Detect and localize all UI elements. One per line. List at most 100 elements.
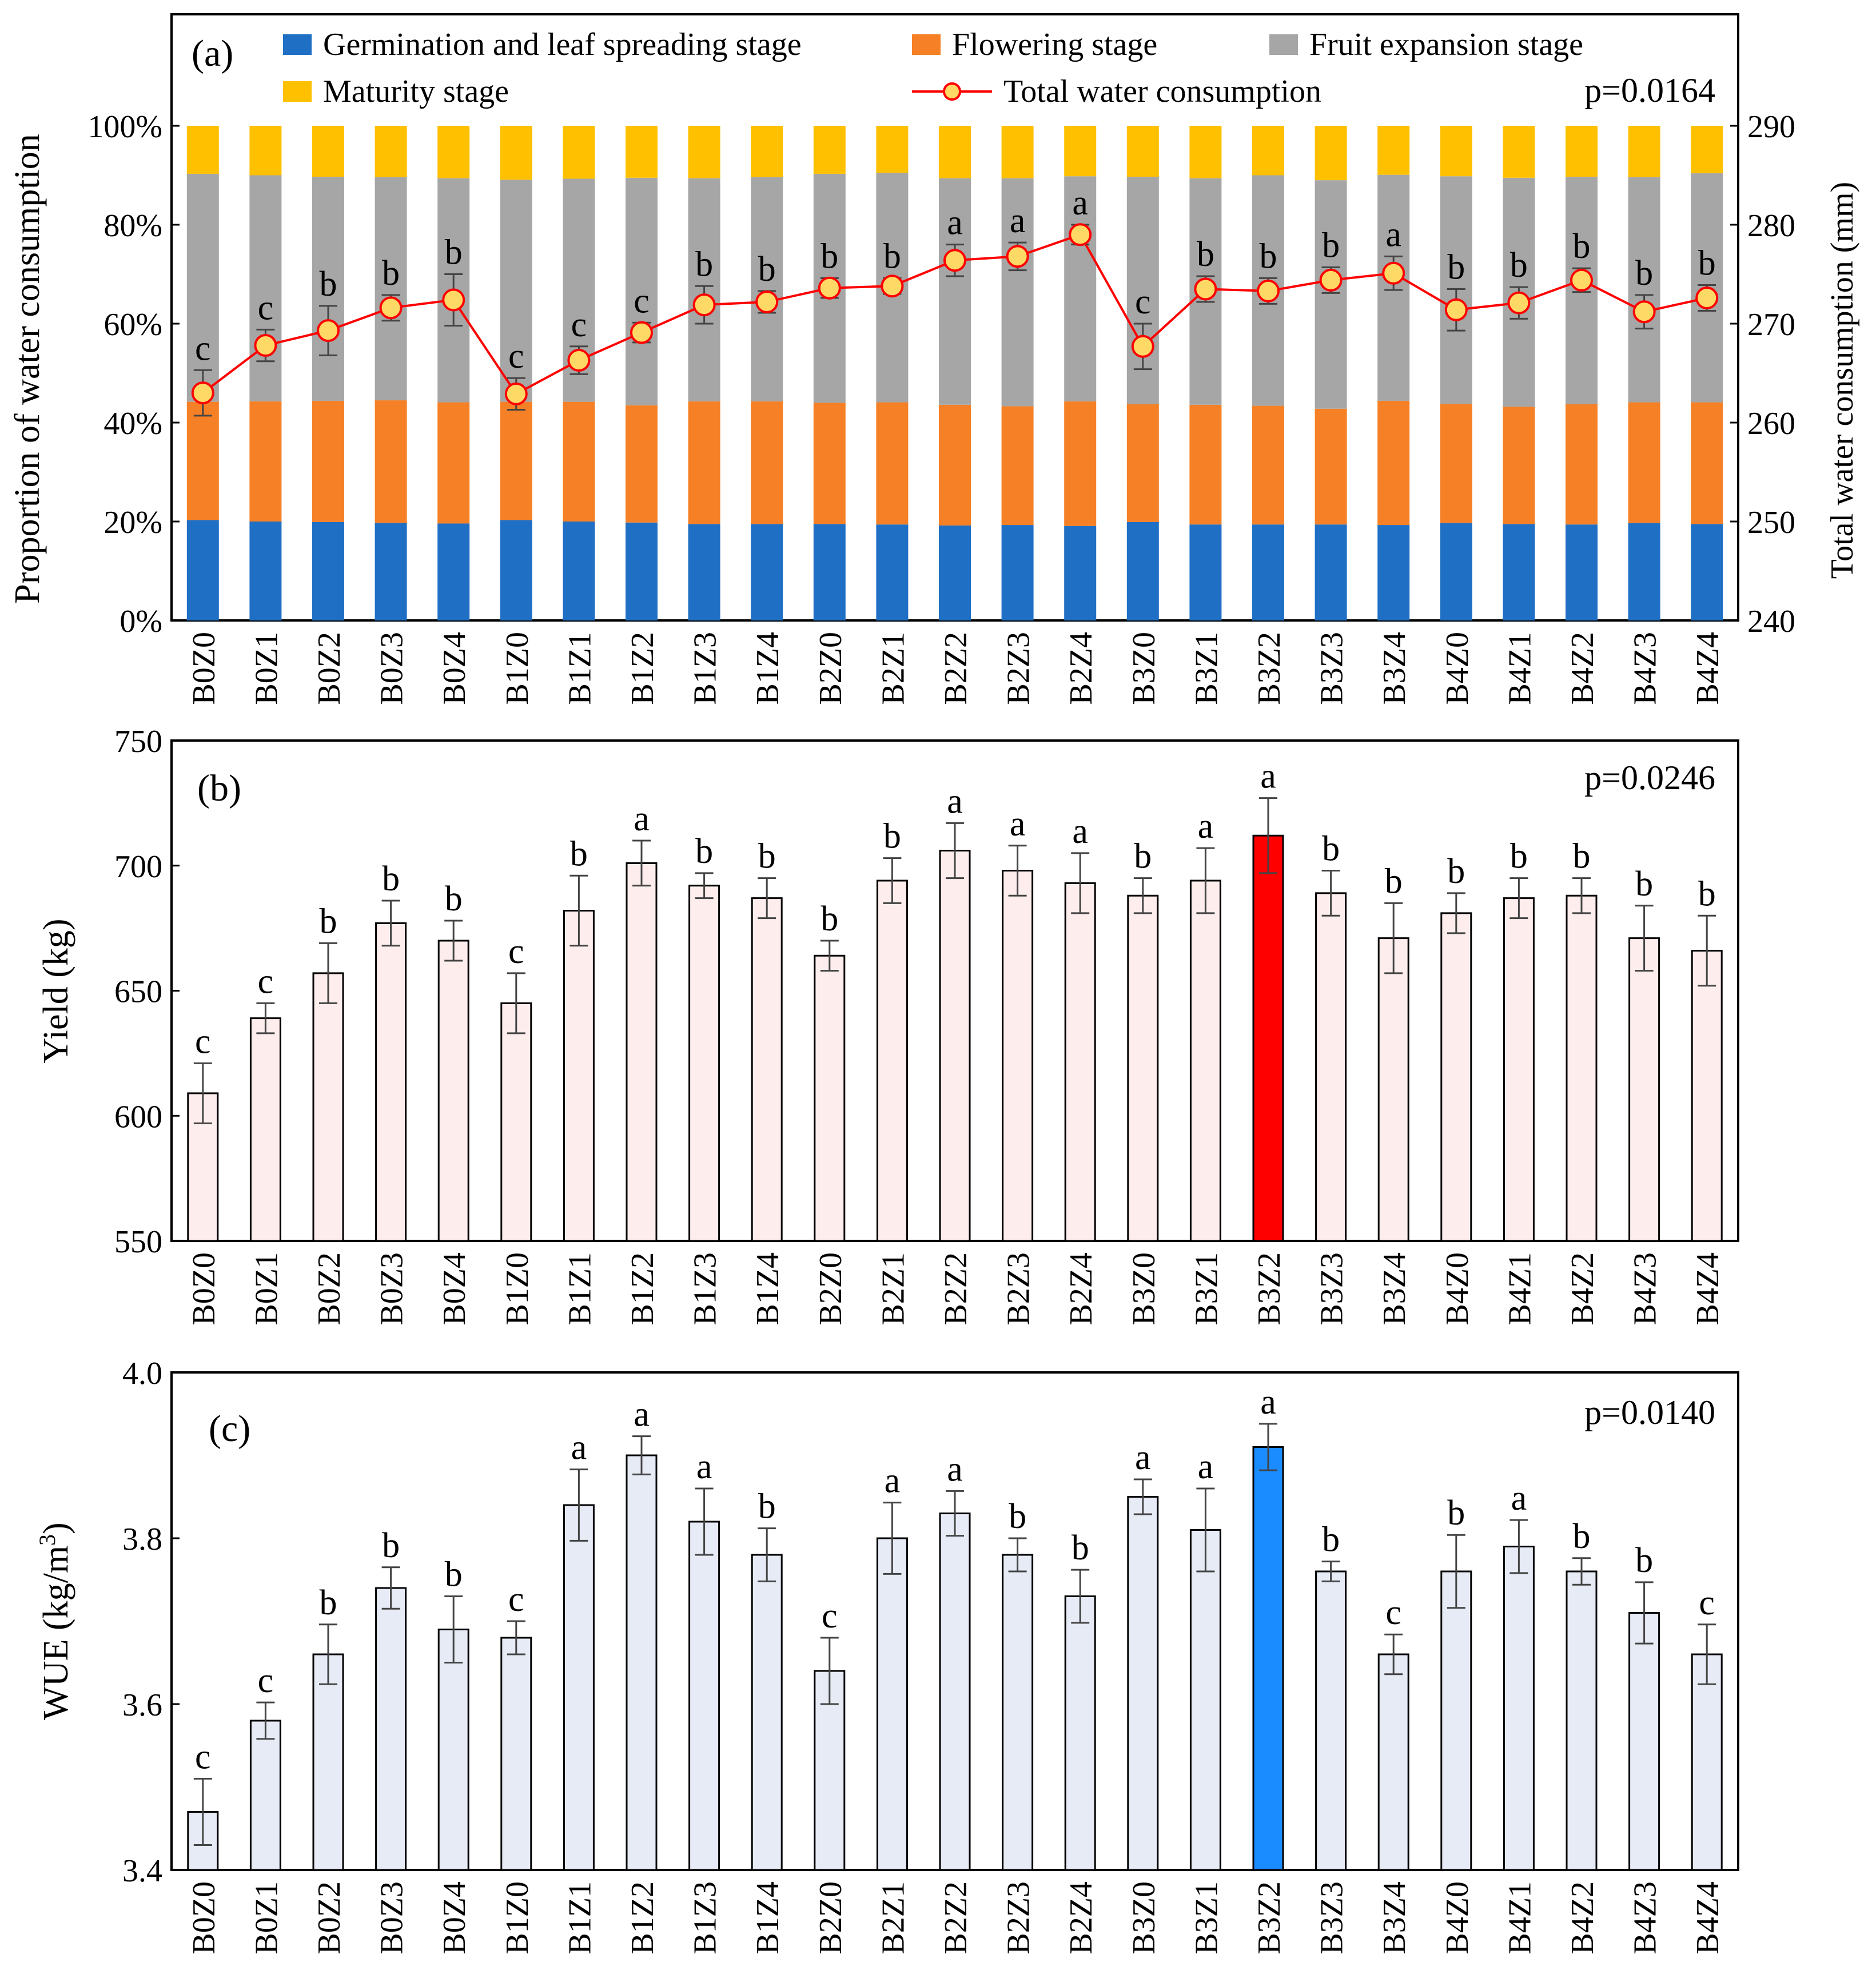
- x-tick-label: B4Z3: [1628, 1252, 1663, 1326]
- stack-segment: [1001, 178, 1034, 407]
- x-tick-label: B4Z3: [1628, 1881, 1663, 1955]
- bar: [939, 1513, 971, 1871]
- significance-letter: b: [445, 879, 463, 918]
- x-tick-label: B2Z1: [875, 1252, 911, 1326]
- x-tick-label: B3Z3: [1315, 1881, 1350, 1955]
- total-water-point: [1319, 268, 1343, 292]
- stack-segment: [939, 126, 971, 178]
- panel-a-label: (a): [192, 33, 233, 74]
- bar: [1189, 1529, 1221, 1871]
- x-tick-label: B1Z4: [750, 1881, 786, 1955]
- significance-letter: b: [1573, 1517, 1591, 1556]
- stack-segment: [1503, 126, 1535, 178]
- stack-segment: [563, 126, 595, 179]
- panel-c-y-axis-title-sup: 3: [34, 1534, 60, 1546]
- significance-letter: b: [1447, 248, 1465, 286]
- y-tick-label: 260: [1747, 406, 1795, 441]
- panel-a-total-line: c c b b b c c c b b b b a a a c b b b a b b b b b: [191, 184, 1719, 417]
- stack-segment: [1377, 525, 1410, 620]
- significance-letter: a: [1260, 757, 1276, 796]
- x-tick-label: B1Z3: [688, 1881, 723, 1955]
- significance-letter: b: [1698, 244, 1716, 283]
- significance-letter: c: [508, 337, 524, 376]
- y-tick-label: 550: [114, 1224, 162, 1260]
- stack-segment: [1189, 404, 1222, 525]
- x-tick-label: B4Z1: [1502, 1881, 1538, 1955]
- significance-letter: c: [508, 1580, 524, 1619]
- total-water-point: [818, 276, 841, 300]
- stack-segment: [186, 173, 219, 402]
- stack-segment: [375, 177, 407, 401]
- x-tick-label: B3Z3: [1315, 1252, 1350, 1326]
- y-tick-label: 100%: [87, 109, 162, 145]
- bar: [1315, 892, 1347, 1242]
- x-tick-label: B0Z2: [312, 1881, 347, 1955]
- stack-segment: [751, 401, 783, 524]
- x-tick-label: B3Z1: [1189, 1252, 1224, 1326]
- stack-segment: [1691, 402, 1723, 524]
- significance-letter: b: [320, 265, 337, 304]
- bar: [876, 1537, 908, 1871]
- stack-segment: [1377, 126, 1410, 175]
- panel-c-label: (c): [209, 1408, 250, 1450]
- panel-b-p-value: p=0.0246: [1584, 759, 1715, 797]
- significance-letter: c: [571, 305, 587, 344]
- significance-letter: b: [758, 250, 776, 289]
- y-tick-label: 250: [1747, 505, 1795, 540]
- stack-segment: [1252, 524, 1284, 620]
- bar: [1503, 1546, 1535, 1871]
- stack-segment: [1377, 400, 1410, 526]
- legend-label-fruit-expansion: Fruit expansion stage: [1309, 27, 1583, 62]
- significance-letter: c: [1699, 1583, 1715, 1622]
- stack-segment: [1440, 126, 1472, 177]
- y-tick-label: 4.0: [122, 1356, 162, 1391]
- x-tick-label: B3Z0: [1126, 632, 1162, 705]
- significance-letter: c: [258, 1661, 274, 1700]
- significance-letter: b: [1072, 1529, 1089, 1567]
- stack-segment: [1566, 404, 1598, 525]
- bar: [1691, 950, 1723, 1242]
- bar: [1377, 1653, 1409, 1871]
- total-water-point: [943, 249, 966, 272]
- significance-letter: b: [1635, 1541, 1653, 1580]
- stack-segment: [1189, 524, 1222, 620]
- panel-a-y-axis-title: Proportion of water consumption: [8, 134, 47, 603]
- y-tick-label: 80%: [103, 208, 162, 244]
- x-tick-label: B3Z1: [1189, 1881, 1224, 1955]
- stack-segment: [876, 524, 909, 620]
- x-tick-label: B3Z0: [1126, 1881, 1162, 1955]
- total-water-point: [1382, 261, 1405, 285]
- bar: [1064, 1595, 1096, 1871]
- significance-letter: b: [320, 1583, 337, 1622]
- total-water-point: [755, 290, 779, 313]
- panel-a-y2-axis-title: Total water consumption (mm): [1825, 182, 1860, 579]
- significance-letter: c: [1385, 1593, 1401, 1632]
- x-tick-label: B1Z2: [625, 1881, 660, 1955]
- panel-b-yield: (b) p=0.0246 Yield (kg) c c b b b c b a b b b b a a a b…: [37, 724, 1739, 1326]
- significance-letter: c: [195, 1022, 211, 1061]
- stack-segment: [500, 126, 532, 180]
- y-tick-label: 290: [1747, 109, 1795, 145]
- total-water-point: [1257, 279, 1280, 303]
- significance-letter: a: [571, 1428, 587, 1467]
- y-tick-label: 3.6: [122, 1688, 162, 1723]
- legend-label-maturity: Maturity stage: [323, 74, 509, 109]
- significance-letter: a: [1010, 201, 1026, 240]
- x-tick-label: B4Z1: [1502, 1252, 1538, 1326]
- x-tick-label: B2Z0: [813, 1252, 849, 1326]
- bar: [1189, 879, 1221, 1242]
- significance-letter: b: [1322, 830, 1340, 869]
- stack-segment: [312, 177, 344, 401]
- significance-letter: a: [1135, 1438, 1151, 1477]
- bar: [1440, 1570, 1472, 1871]
- legend-label-germination: Germination and leaf spreading stage: [323, 27, 802, 62]
- x-tick-label: B3Z1: [1189, 632, 1224, 705]
- stack-segment: [1628, 126, 1660, 177]
- bar: [437, 1629, 469, 1871]
- stack-segment: [437, 523, 470, 620]
- significance-letter: b: [1385, 862, 1403, 901]
- significance-letter: c: [258, 288, 274, 327]
- panel-c-y-axis-title-end: ): [37, 1522, 75, 1534]
- x-tick-label: B1Z4: [750, 1252, 786, 1326]
- total-water-point: [1570, 268, 1593, 292]
